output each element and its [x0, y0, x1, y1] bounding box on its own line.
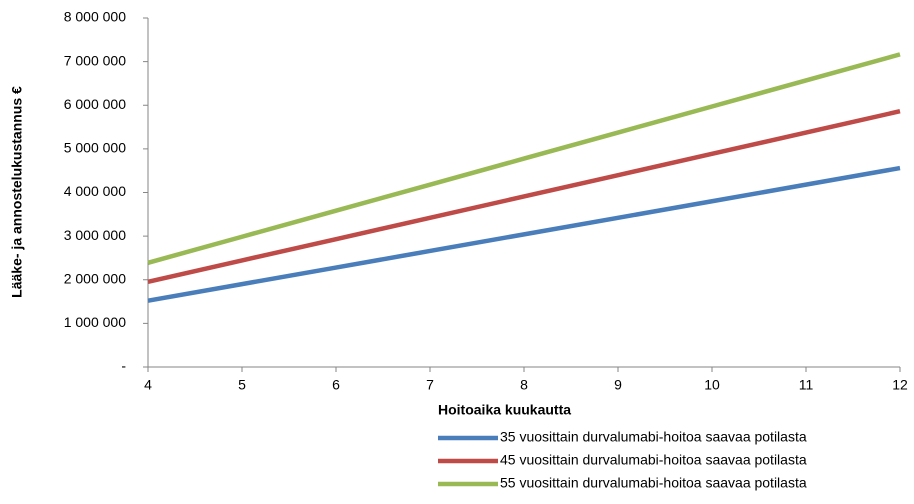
- series-line: [147, 52, 901, 265]
- y-tick-label: 5 000 000: [64, 140, 126, 156]
- legend-label: 45 vuosittain durvalumabi-hoitoa saavaa …: [500, 452, 807, 468]
- x-tick-label: 7: [426, 377, 434, 393]
- x-tick-label: 8: [520, 377, 528, 393]
- legend-label: 35 vuosittain durvalumabi-hoitoa saavaa …: [500, 429, 807, 445]
- series-line: [147, 165, 901, 303]
- y-tick-label: 4 000 000: [64, 183, 126, 199]
- x-tick-label: 4: [144, 377, 152, 393]
- x-tick-label: 12: [892, 377, 908, 393]
- y-tick-label: 3 000 000: [64, 227, 126, 243]
- x-tick-label: 11: [799, 377, 814, 393]
- x-tick-label: 9: [614, 377, 622, 393]
- y-axis-title: Lääke- ja annostelukustannus €: [9, 86, 25, 298]
- y-tick-label: 1 000 000: [64, 314, 126, 330]
- y-tick-label: 7 000 000: [64, 52, 126, 68]
- y-tick-label: 2 000 000: [64, 270, 126, 286]
- y-tick-label: 8 000 000: [64, 9, 126, 25]
- x-axis-title: Hoitoaika kuukautta: [438, 402, 571, 418]
- x-tick-label: 10: [704, 377, 720, 393]
- y-tick-label: -: [121, 358, 126, 374]
- y-tick-label: 6 000 000: [64, 96, 126, 112]
- series-line: [147, 109, 901, 284]
- x-tick-label: 6: [332, 377, 340, 393]
- x-tick-label: 5: [238, 377, 246, 393]
- legend-label: 55 vuosittain durvalumabi-hoitoa saavaa …: [500, 475, 807, 491]
